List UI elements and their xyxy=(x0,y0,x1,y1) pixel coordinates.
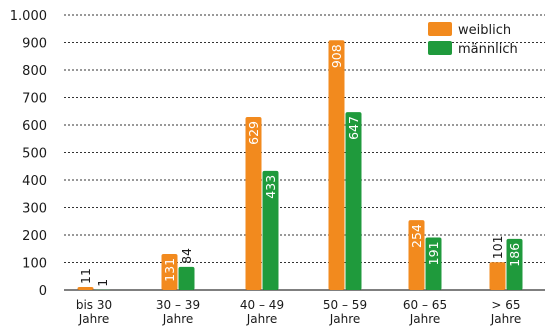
x-tick-label: Jahre xyxy=(246,312,278,326)
data-label: 629 xyxy=(246,121,261,145)
bar-weiblich xyxy=(161,253,178,290)
y-tick-label: 800 xyxy=(22,64,47,79)
y-axis-ticks: 0 100 200 300 400 500 600 700 800 900 1.000 xyxy=(10,9,47,299)
data-label: 908 xyxy=(329,44,344,68)
x-tick-label: Jahre xyxy=(78,312,110,326)
data-label: 131 xyxy=(162,258,177,282)
y-tick-label: 400 xyxy=(22,174,47,189)
y-tick-label: 300 xyxy=(22,202,47,217)
data-label: 433 xyxy=(263,175,278,199)
data-label: 11 xyxy=(78,268,93,284)
x-tick-label: 40 – 49 xyxy=(240,298,284,312)
data-label: 1 xyxy=(95,279,110,287)
x-tick-label: 60 – 65 xyxy=(403,298,447,312)
y-tick-label: 1.000 xyxy=(10,9,47,24)
bar-maennlich xyxy=(506,238,523,290)
x-tick-label: bis 30 xyxy=(76,298,112,312)
x-tick-label: Jahre xyxy=(409,312,441,326)
x-tick-label: Jahre xyxy=(162,312,194,326)
legend: weiblich männlich xyxy=(428,22,518,57)
x-tick-label: 50 – 59 xyxy=(323,298,367,312)
bar-maennlich xyxy=(262,170,279,290)
bar-maennlich xyxy=(345,112,362,290)
x-tick-label: Jahre xyxy=(329,312,361,326)
data-label: 101 xyxy=(490,235,505,259)
bar-weiblich xyxy=(328,40,345,290)
legend-label-maennlich: männlich xyxy=(458,42,518,57)
legend-swatch-weiblich xyxy=(428,22,452,36)
y-tick-label: 700 xyxy=(22,92,47,107)
y-tick-label: 900 xyxy=(22,37,47,52)
legend-label-weiblich: weiblich xyxy=(458,23,511,38)
bar-weiblich xyxy=(245,117,262,291)
data-label: 186 xyxy=(507,243,522,267)
y-tick-label: 200 xyxy=(22,229,47,244)
bars xyxy=(77,40,523,291)
y-tick-label: 0 xyxy=(39,284,47,299)
y-tick-label: 100 xyxy=(22,257,47,272)
x-tick-label: 30 – 39 xyxy=(156,298,200,312)
bar-weiblich xyxy=(489,262,506,290)
data-label: 84 xyxy=(179,248,194,264)
y-tick-label: 600 xyxy=(22,119,47,134)
data-label: 191 xyxy=(426,241,441,265)
bar-maennlich xyxy=(425,237,442,290)
x-tick-label: Jahre xyxy=(490,312,522,326)
bar-maennlich xyxy=(178,266,195,290)
bar-weiblich xyxy=(77,286,94,290)
x-tick-label: > 65 xyxy=(491,298,520,312)
bar-weiblich xyxy=(408,220,425,290)
legend-swatch-maennlich xyxy=(428,41,452,55)
y-tick-label: 500 xyxy=(22,147,47,162)
data-label: 254 xyxy=(409,224,424,248)
gridlines xyxy=(64,14,545,291)
data-label: 647 xyxy=(346,116,361,140)
